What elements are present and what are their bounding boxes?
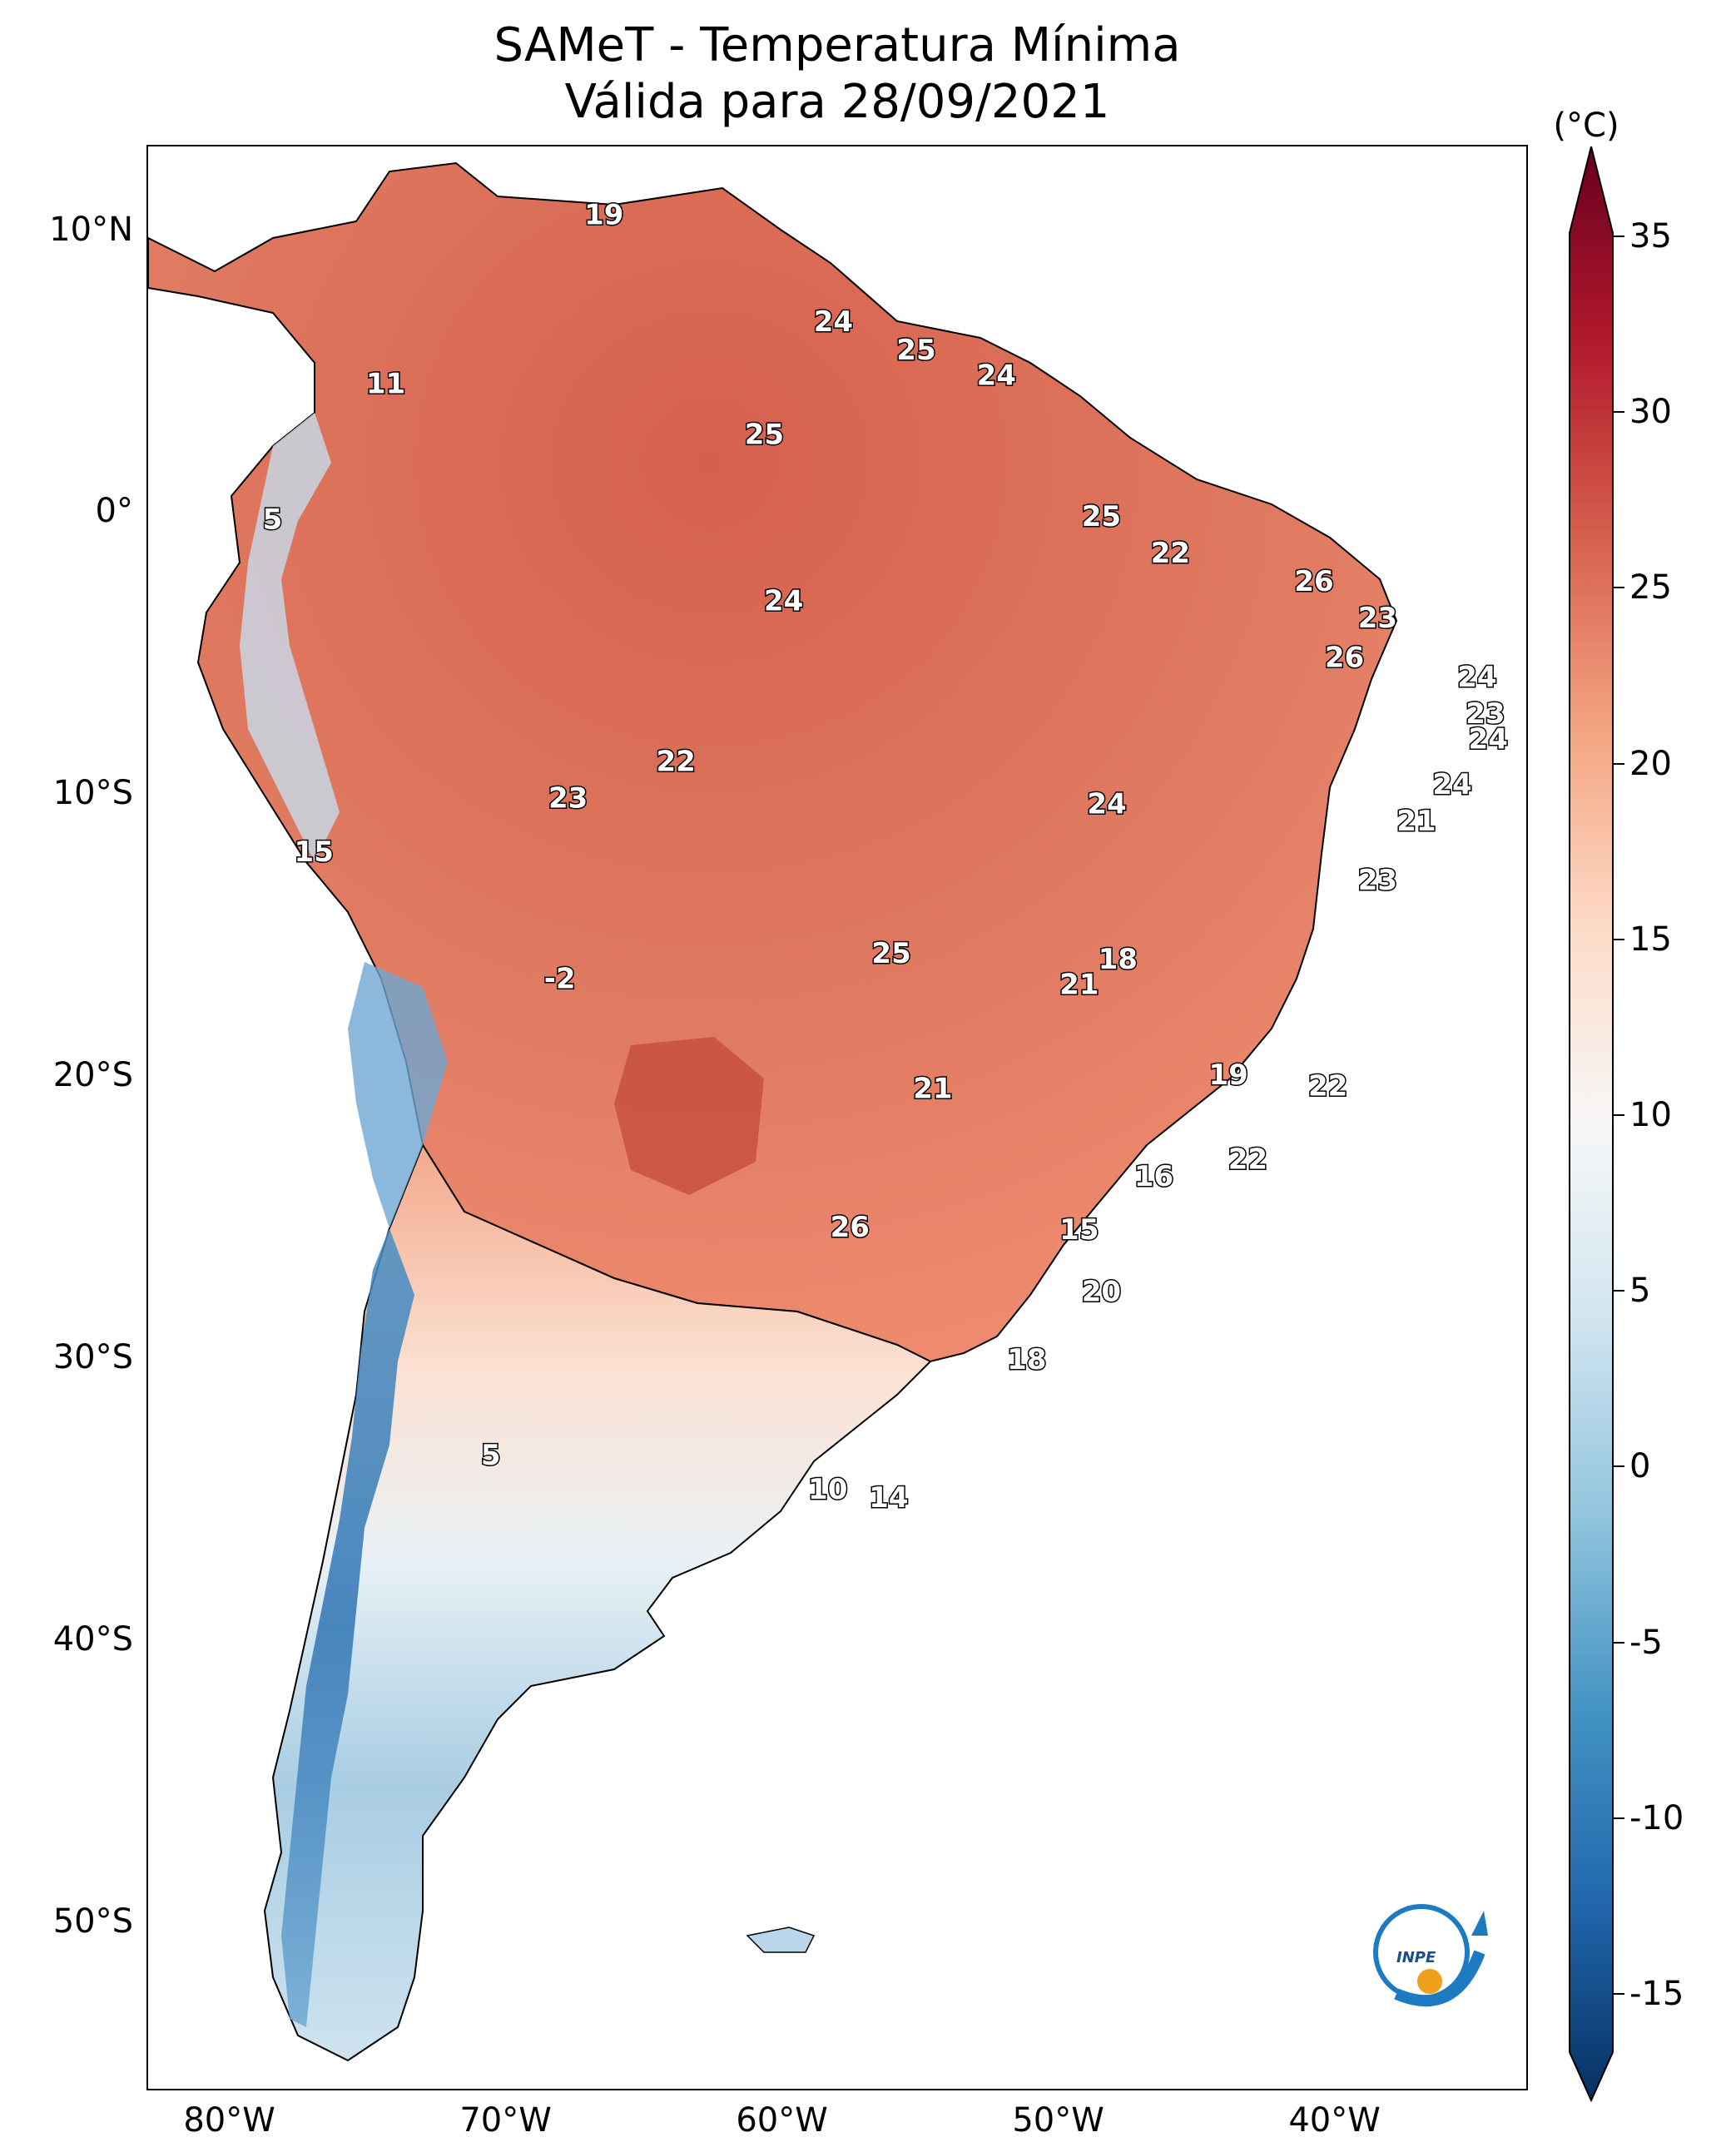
longitude-label: 60°W (736, 2101, 828, 2140)
station-value-label: 18 (1099, 943, 1138, 976)
latitude-label: 10°S (52, 774, 133, 813)
longitude-label: 80°W (183, 2101, 275, 2140)
colorbar-tick-label: 15 (1629, 920, 1672, 959)
colorbar-tick-mark (1613, 1465, 1624, 1468)
station-value-label: 21 (913, 1073, 952, 1106)
colorbar-tick-label: 10 (1629, 1096, 1672, 1134)
station-value-label: 25 (871, 937, 910, 970)
station-value-label: 22 (1228, 1143, 1267, 1176)
chart-title: SAMeT - Temperatura Mínima (494, 18, 1181, 72)
colorbar-tick-mark (1613, 1114, 1624, 1116)
station-value-label: 21 (1396, 805, 1436, 838)
map-panel: INPE 19 11 24 25 24 25 5 25 22 26 24 23 26 24 23 24 22 23… (146, 145, 1528, 2090)
andes-north (240, 413, 340, 862)
station-value-label: 20 (1082, 1276, 1121, 1309)
station-value-label: 22 (1151, 537, 1190, 570)
colorbar-tick-label: 25 (1629, 568, 1672, 607)
latitude-label: 50°S (52, 1902, 133, 1941)
colorbar-tick-label: -10 (1629, 1798, 1684, 1837)
station-value-label: 23 (1466, 697, 1505, 731)
latitude-label: 20°S (52, 1056, 133, 1095)
andes-altiplano (348, 962, 448, 1228)
colorbar-tick-label: 35 (1629, 217, 1672, 255)
station-value-label: 15 (1059, 1213, 1099, 1247)
station-value-label: 23 (1358, 602, 1397, 635)
station-value-label: 23 (548, 782, 588, 816)
colorbar-tick-mark (1613, 938, 1624, 940)
station-value-label: 11 (366, 368, 405, 401)
colorbar-tick-mark (1613, 1290, 1624, 1292)
colorbar-tick-mark (1613, 236, 1624, 237)
station-value-label: 15 (295, 836, 334, 869)
station-value-label: 5 (481, 1439, 501, 1472)
colorbar (1569, 146, 1614, 2102)
longitude-label: 70°W (459, 2101, 552, 2140)
station-value-label: 25 (745, 419, 784, 452)
andes-cold-band (281, 1228, 414, 2027)
station-value-label: 14 (869, 1481, 908, 1515)
station-value-label: 24 (1457, 661, 1496, 694)
station-value-label: 24 (977, 359, 1016, 392)
colorbar-tick-mark (1613, 1817, 1624, 1819)
station-value-label: 24 (1469, 723, 1508, 756)
colorbar-tick-mark (1613, 587, 1624, 589)
continent-south (263, 1143, 932, 2062)
station-value-label: 24 (764, 585, 803, 618)
station-value-label: 24 (814, 305, 853, 339)
station-value-label: 25 (896, 334, 935, 367)
colorbar-tick-label: 20 (1629, 744, 1672, 783)
svg-text:INPE: INPE (1396, 1949, 1436, 1966)
station-value-label: 22 (656, 746, 695, 779)
station-value-label: 5 (263, 503, 283, 536)
colorbar-tick-label: -15 (1629, 1975, 1684, 2013)
station-value-label: 23 (1358, 864, 1397, 897)
longitude-label: 50°W (1012, 2101, 1104, 2140)
station-value-label: 26 (831, 1211, 870, 1244)
colorbar-unit: (°C) (1553, 107, 1619, 145)
falklands (746, 1926, 816, 1953)
station-value-label: 19 (584, 198, 623, 231)
station-value-label: 24 (1432, 768, 1471, 801)
latitude-label: 10°N (49, 210, 133, 249)
station-value-label: 19 (1208, 1059, 1247, 1092)
station-value-label: 25 (1082, 500, 1121, 533)
colorbar-tick-label: 30 (1629, 393, 1672, 432)
colorbar-tick-mark (1613, 1641, 1624, 1644)
longitude-label: 40°W (1288, 2101, 1381, 2140)
latitude-label: 0° (95, 492, 133, 531)
station-value-label: 18 (1007, 1343, 1046, 1376)
station-value-label: 21 (1059, 968, 1099, 1001)
station-value-label: -2 (544, 963, 576, 996)
colorbar-tick-label: -5 (1629, 1623, 1663, 1662)
station-value-label: 22 (1308, 1069, 1347, 1103)
latitude-label: 30°S (52, 1338, 133, 1376)
colorbar-tick-label: 0 (1629, 1447, 1651, 1486)
station-value-label: 26 (1325, 641, 1364, 674)
inpe-logo: INPE (1373, 1904, 1488, 2007)
colorbar-tick-mark (1613, 762, 1624, 765)
continent-north (148, 161, 1398, 1363)
colorbar-tick-label: 5 (1629, 1272, 1651, 1311)
latitude-label: 40°S (52, 1619, 133, 1659)
station-value-label: 16 (1134, 1160, 1173, 1193)
paraguay-hotspot (614, 1037, 764, 1195)
station-value-label: 10 (808, 1473, 847, 1506)
station-value-label: 24 (1087, 787, 1126, 821)
colorbar-tick-mark (1613, 1993, 1624, 1995)
chart-subtitle: Válida para 28/09/2021 (564, 75, 1110, 129)
station-value-label: 26 (1294, 565, 1333, 598)
colorbar-tick-mark (1613, 411, 1624, 414)
